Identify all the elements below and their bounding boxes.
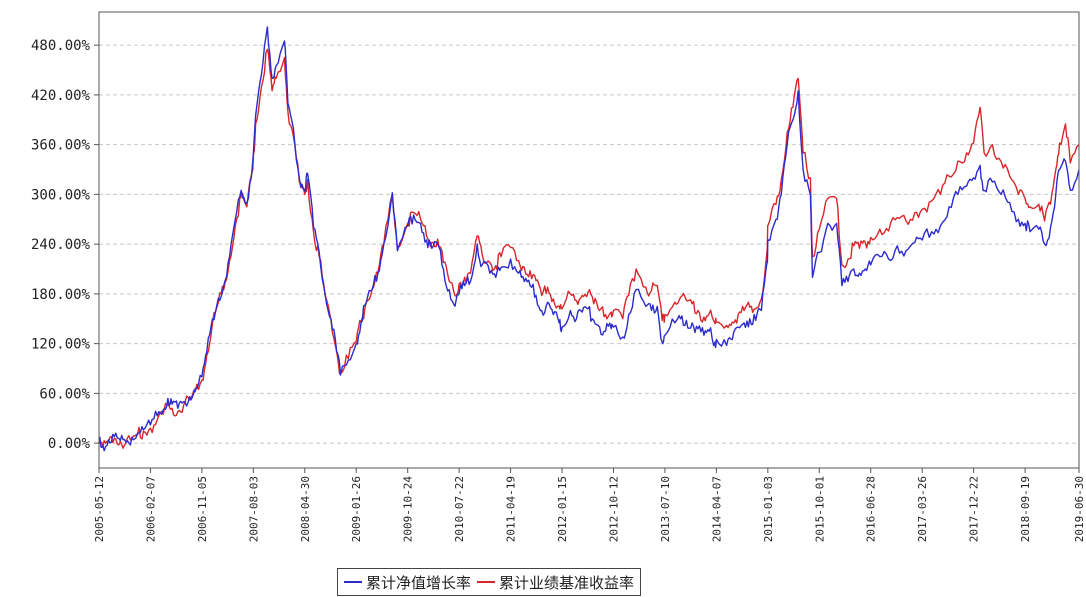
legend-label-benchmark: 累计业绩基准收益率 xyxy=(499,573,635,592)
x-tick-label: 2009-10-24 xyxy=(402,476,415,543)
y-tick-label: 480.00% xyxy=(31,38,91,54)
x-tick-label: 2015-01-03 xyxy=(762,476,775,542)
x-tick-label: 2012-10-12 xyxy=(607,476,620,542)
x-tick-label: 2006-11-05 xyxy=(196,476,209,542)
x-tick-label: 2016-06-28 xyxy=(865,476,878,542)
x-tick-label: 2007-08-03 xyxy=(247,476,260,542)
legend-item-benchmark: 累计业绩基准收益率 xyxy=(477,572,634,593)
x-tick-label: 2017-12-22 xyxy=(968,476,981,542)
legend-swatch-blue xyxy=(344,581,362,583)
x-tick-label: 2011-04-19 xyxy=(505,476,518,542)
y-axis: 0.00% 60.00% 120.00% 180.00% 240.00% 300.00% 3… xyxy=(31,38,99,452)
x-tick-label: 2017-03-26 xyxy=(916,476,929,542)
x-tick-label: 2018-09-19 xyxy=(1019,476,1032,542)
series-line-nav-growth xyxy=(98,26,1080,452)
x-axis: 2005-05-12 2006-02-07 2006-11-05 2007-08-03… xyxy=(93,468,1086,542)
y-tick-label: 420.00% xyxy=(31,88,91,104)
legend-label-nav-growth: 累计净值增长率 xyxy=(366,573,472,592)
x-tick-label: 2015-10-01 xyxy=(813,476,826,542)
x-tick-label: 2009-01-26 xyxy=(350,476,363,542)
y-tick-label: 120.00% xyxy=(31,337,91,353)
x-tick-label: 2010-07-22 xyxy=(453,476,466,542)
plot-area-frame xyxy=(98,11,1080,469)
x-tick-label: 2008-04-30 xyxy=(299,476,312,542)
series-lines xyxy=(98,26,1080,452)
y-tick-label: 0.00% xyxy=(48,436,91,452)
x-tick-label: 2005-05-12 xyxy=(93,476,106,542)
legend: 累计净值增长率 累计业绩基准收益率 xyxy=(337,568,642,596)
y-tick-label: 180.00% xyxy=(31,287,91,303)
x-tick-label: 2006-02-07 xyxy=(144,476,157,542)
x-tick-label: 2014-04-07 xyxy=(710,476,723,542)
x-tick-label: 2019-06-30 xyxy=(1073,476,1086,542)
y-tick-label: 300.00% xyxy=(31,187,91,203)
series-line-benchmark xyxy=(98,48,1080,449)
y-tick-label: 60.00% xyxy=(39,386,90,402)
gridlines xyxy=(99,44,1079,444)
legend-swatch-red xyxy=(477,581,496,583)
x-tick-label: 2013-07-10 xyxy=(659,476,672,542)
x-tick-label: 2012-01-15 xyxy=(556,476,569,542)
legend-item-nav-growth: 累计净值增长率 xyxy=(344,572,471,593)
y-tick-label: 240.00% xyxy=(31,237,91,253)
y-tick-label: 360.00% xyxy=(31,138,91,154)
